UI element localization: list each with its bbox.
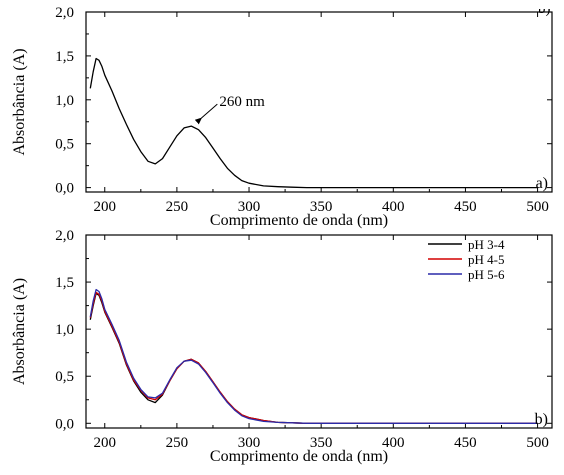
annotation-arrow <box>194 103 218 125</box>
annotation-label: 260 nm <box>219 94 265 110</box>
series-line-3 <box>89 288 538 424</box>
y-tick-label: 0,0 <box>55 416 74 432</box>
legend-label-1: pH 3-4 <box>468 237 505 252</box>
x-tick-label: 250 <box>166 435 189 451</box>
y-tick-label: 1,0 <box>55 322 74 338</box>
x-axis-label: Comprimento de onda (nm) <box>210 212 388 229</box>
series-line-1 <box>89 292 538 424</box>
x-tick-label: 450 <box>454 435 477 451</box>
y-tick-label: 0,5 <box>55 369 74 385</box>
y-tick-label: 2,0 <box>55 228 74 244</box>
y-axis-label: Absorbância (A) <box>11 278 28 385</box>
chart-panel-b: 200 250 300 350 400 450 500 0,0 0,5 1,0 1,5 2,0 Comp… <box>11 228 553 465</box>
panel-label: a) <box>536 175 548 192</box>
x-tick-label: 350 <box>310 435 333 451</box>
x-tick-label: 450 <box>454 199 477 215</box>
legend-label-2: pH 4-5 <box>468 252 504 267</box>
series-line-2 <box>89 291 538 424</box>
plot-frame <box>85 11 553 193</box>
x-tick-label: 400 <box>382 435 405 451</box>
y-axis-label: Absorbância (A) <box>11 48 28 155</box>
chart-panel-a: 200 250 300 350 400 450 500 0,0 0,5 1,0 1,5 2,0 Comp… <box>11 0 562 229</box>
y-tick-label: 2,0 <box>55 5 74 21</box>
panel-label: b) <box>535 411 548 428</box>
x-tick-label: 250 <box>166 199 189 215</box>
x-axis-label: Comprimento de onda (nm) <box>210 448 388 465</box>
y-tick-label: 1,0 <box>55 93 74 109</box>
x-tick-label: 200 <box>94 199 117 215</box>
x-tick-label: 500 <box>526 199 549 215</box>
series-line-1 <box>89 57 538 189</box>
x-tick-label: 400 <box>382 199 405 215</box>
x-tick-label: 300 <box>238 199 261 215</box>
x-tick-label: 350 <box>310 199 333 215</box>
y-tick-label: 1,5 <box>55 49 74 65</box>
y-tick-label: 0,5 <box>55 137 74 153</box>
plot-frame <box>85 234 553 429</box>
y-tick-label: 0,0 <box>55 181 74 197</box>
x-tick-label: 500 <box>526 435 549 451</box>
legend-label-3: pH 5-6 <box>468 267 505 282</box>
corner-mask <box>532 0 562 9</box>
x-tick-label: 300 <box>238 435 261 451</box>
x-tick-label: 200 <box>94 435 117 451</box>
y-tick-label: 1,5 <box>55 275 74 291</box>
